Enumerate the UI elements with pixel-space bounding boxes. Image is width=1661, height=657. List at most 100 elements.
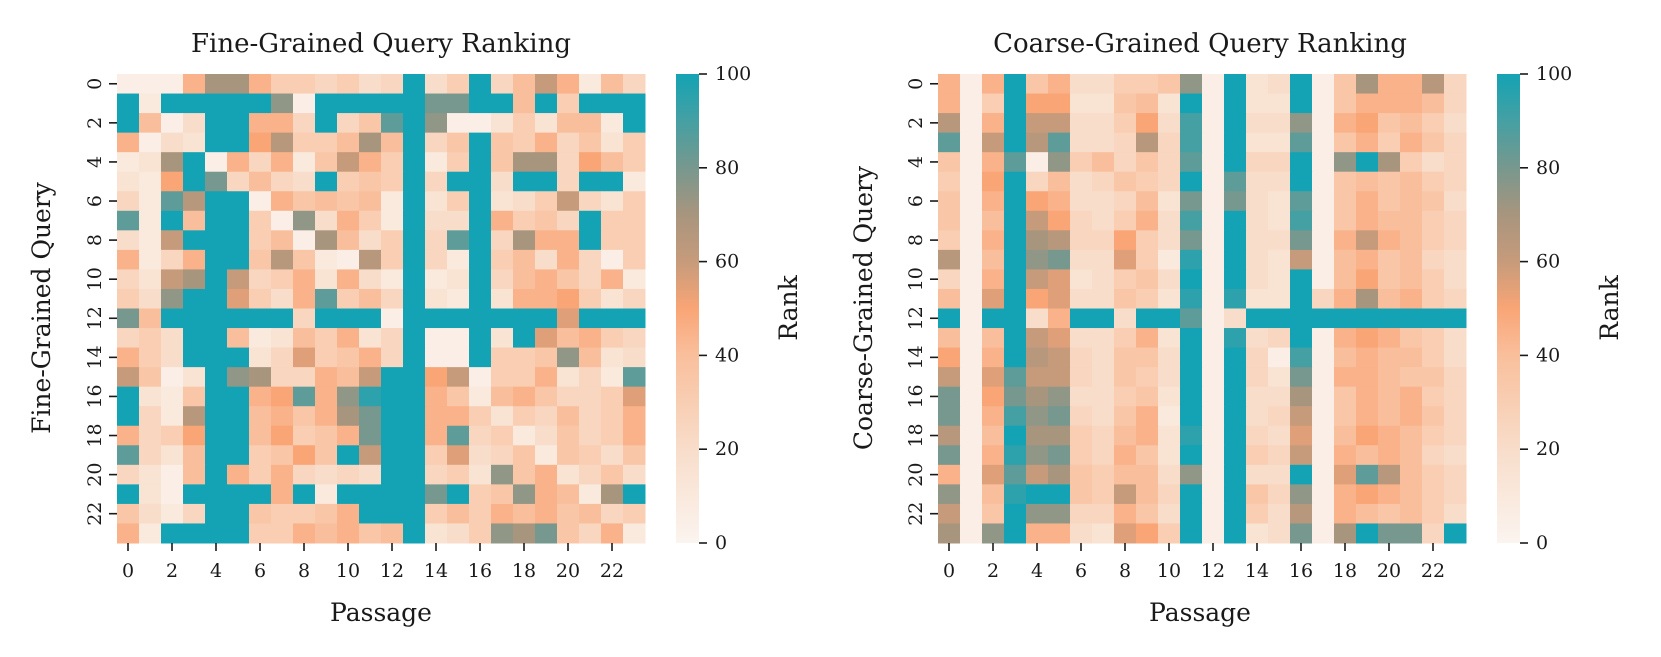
heatmap-cell	[1312, 425, 1335, 446]
heatmap-cell	[469, 425, 492, 446]
heatmap-cell	[557, 132, 580, 153]
heatmap-cell	[315, 386, 338, 407]
heatmap-cell	[579, 269, 602, 290]
heatmap-cell	[293, 328, 316, 349]
heatmap-cell	[425, 113, 448, 134]
x-tick-label: 12	[1201, 560, 1225, 582]
heatmap-cell	[403, 191, 426, 212]
x-axis-label-fine: Passage	[330, 598, 432, 627]
heatmap-cell	[359, 152, 382, 173]
heatmap-cell	[1378, 249, 1401, 270]
heatmap-cell	[1246, 288, 1269, 309]
heatmap-cell	[1136, 113, 1159, 134]
heatmap-cell	[1378, 406, 1401, 427]
heatmap-cell	[557, 347, 580, 368]
heatmap-cell	[1048, 191, 1071, 212]
heatmap-cell	[982, 367, 1005, 388]
heatmap-cell	[1356, 386, 1379, 407]
heatmap-cell	[513, 406, 536, 427]
heatmap-cell	[271, 523, 294, 544]
heatmap-cell	[337, 288, 360, 309]
heatmap-cell	[1224, 152, 1247, 173]
heatmap-cell	[359, 230, 382, 251]
heatmap-cell	[1092, 74, 1115, 95]
heatmap-cell	[1048, 132, 1071, 153]
heatmap-cell	[1224, 249, 1247, 270]
heatmap-cell	[1268, 288, 1291, 309]
heatmap-cell	[227, 347, 250, 368]
heatmap-cell	[1114, 367, 1137, 388]
heatmap-cell	[1444, 503, 1467, 524]
heatmap-cell	[293, 113, 316, 134]
heatmap-cell	[1158, 230, 1181, 251]
heatmap-cell	[469, 464, 492, 485]
heatmap-cell	[1114, 445, 1137, 466]
heatmap-cell	[513, 132, 536, 153]
heatmap-cell	[1004, 230, 1027, 251]
heatmap-cell	[579, 503, 602, 524]
heatmap-cell	[579, 191, 602, 212]
heatmap-cell	[1290, 347, 1313, 368]
heatmap-cell	[161, 523, 184, 544]
heatmap-cell	[1092, 132, 1115, 153]
heatmap-cell	[982, 230, 1005, 251]
heatmap-cell	[183, 269, 206, 290]
heatmap-cell	[293, 308, 316, 329]
heatmap-cell	[315, 523, 338, 544]
heatmap-cell	[425, 191, 448, 212]
heatmap-cell	[1070, 74, 1093, 95]
heatmap-cell	[1136, 367, 1159, 388]
heatmap-cell	[1224, 484, 1247, 505]
heatmap-cell	[1026, 503, 1049, 524]
heatmap-cell	[1114, 425, 1137, 446]
heatmap-cell	[513, 308, 536, 329]
heatmap-cell	[227, 249, 250, 270]
heatmap-cell	[491, 132, 514, 153]
heatmap-cell	[1224, 425, 1247, 446]
heatmap-cell	[183, 74, 206, 95]
heatmap-cell	[1246, 74, 1269, 95]
heatmap-cell	[1158, 503, 1181, 524]
heatmap-cell	[117, 328, 140, 349]
heatmap-cell	[938, 406, 961, 427]
heatmap-cell	[1026, 464, 1049, 485]
heatmap-cell	[1356, 191, 1379, 212]
heatmap-cell	[403, 503, 426, 524]
heatmap-cell	[271, 503, 294, 524]
heatmap-cell	[139, 347, 162, 368]
heatmap-cell	[1114, 523, 1137, 544]
heatmap-cell	[1246, 445, 1269, 466]
heatmap-cell	[315, 230, 338, 251]
heatmap-cell	[491, 74, 514, 95]
heatmap-cell	[227, 406, 250, 427]
heatmap-cell	[1400, 386, 1423, 407]
heatmap-cell	[1224, 288, 1247, 309]
heatmap-cell	[381, 386, 404, 407]
colorbar-gradient-coarse	[1497, 74, 1520, 543]
heatmap-cell	[403, 328, 426, 349]
heatmap-cell	[623, 523, 646, 544]
heatmap-cell	[960, 347, 983, 368]
heatmap-cell	[1290, 406, 1313, 427]
heatmap-cell	[403, 171, 426, 192]
heatmap-cell	[579, 464, 602, 485]
heatmap-cell	[1004, 191, 1027, 212]
heatmap-cell	[337, 328, 360, 349]
heatmap-cell	[337, 425, 360, 446]
heatmap-cell	[535, 347, 558, 368]
heatmap-cell	[491, 171, 514, 192]
heatmap-cell	[579, 308, 602, 329]
heatmap-cell	[491, 230, 514, 251]
heatmap-cell	[1378, 113, 1401, 134]
heatmap-cell	[1400, 523, 1423, 544]
heatmap-cell	[1202, 249, 1225, 270]
heatmap-cell	[425, 288, 448, 309]
heatmap-cell	[271, 386, 294, 407]
heatmap-cell	[1356, 484, 1379, 505]
heatmap-cell	[1026, 386, 1049, 407]
heatmap-cell	[535, 230, 558, 251]
heatmap-cell	[1092, 445, 1115, 466]
heatmap-cell	[117, 445, 140, 466]
heatmap-cell	[1092, 367, 1115, 388]
heatmap-cell	[1202, 328, 1225, 349]
